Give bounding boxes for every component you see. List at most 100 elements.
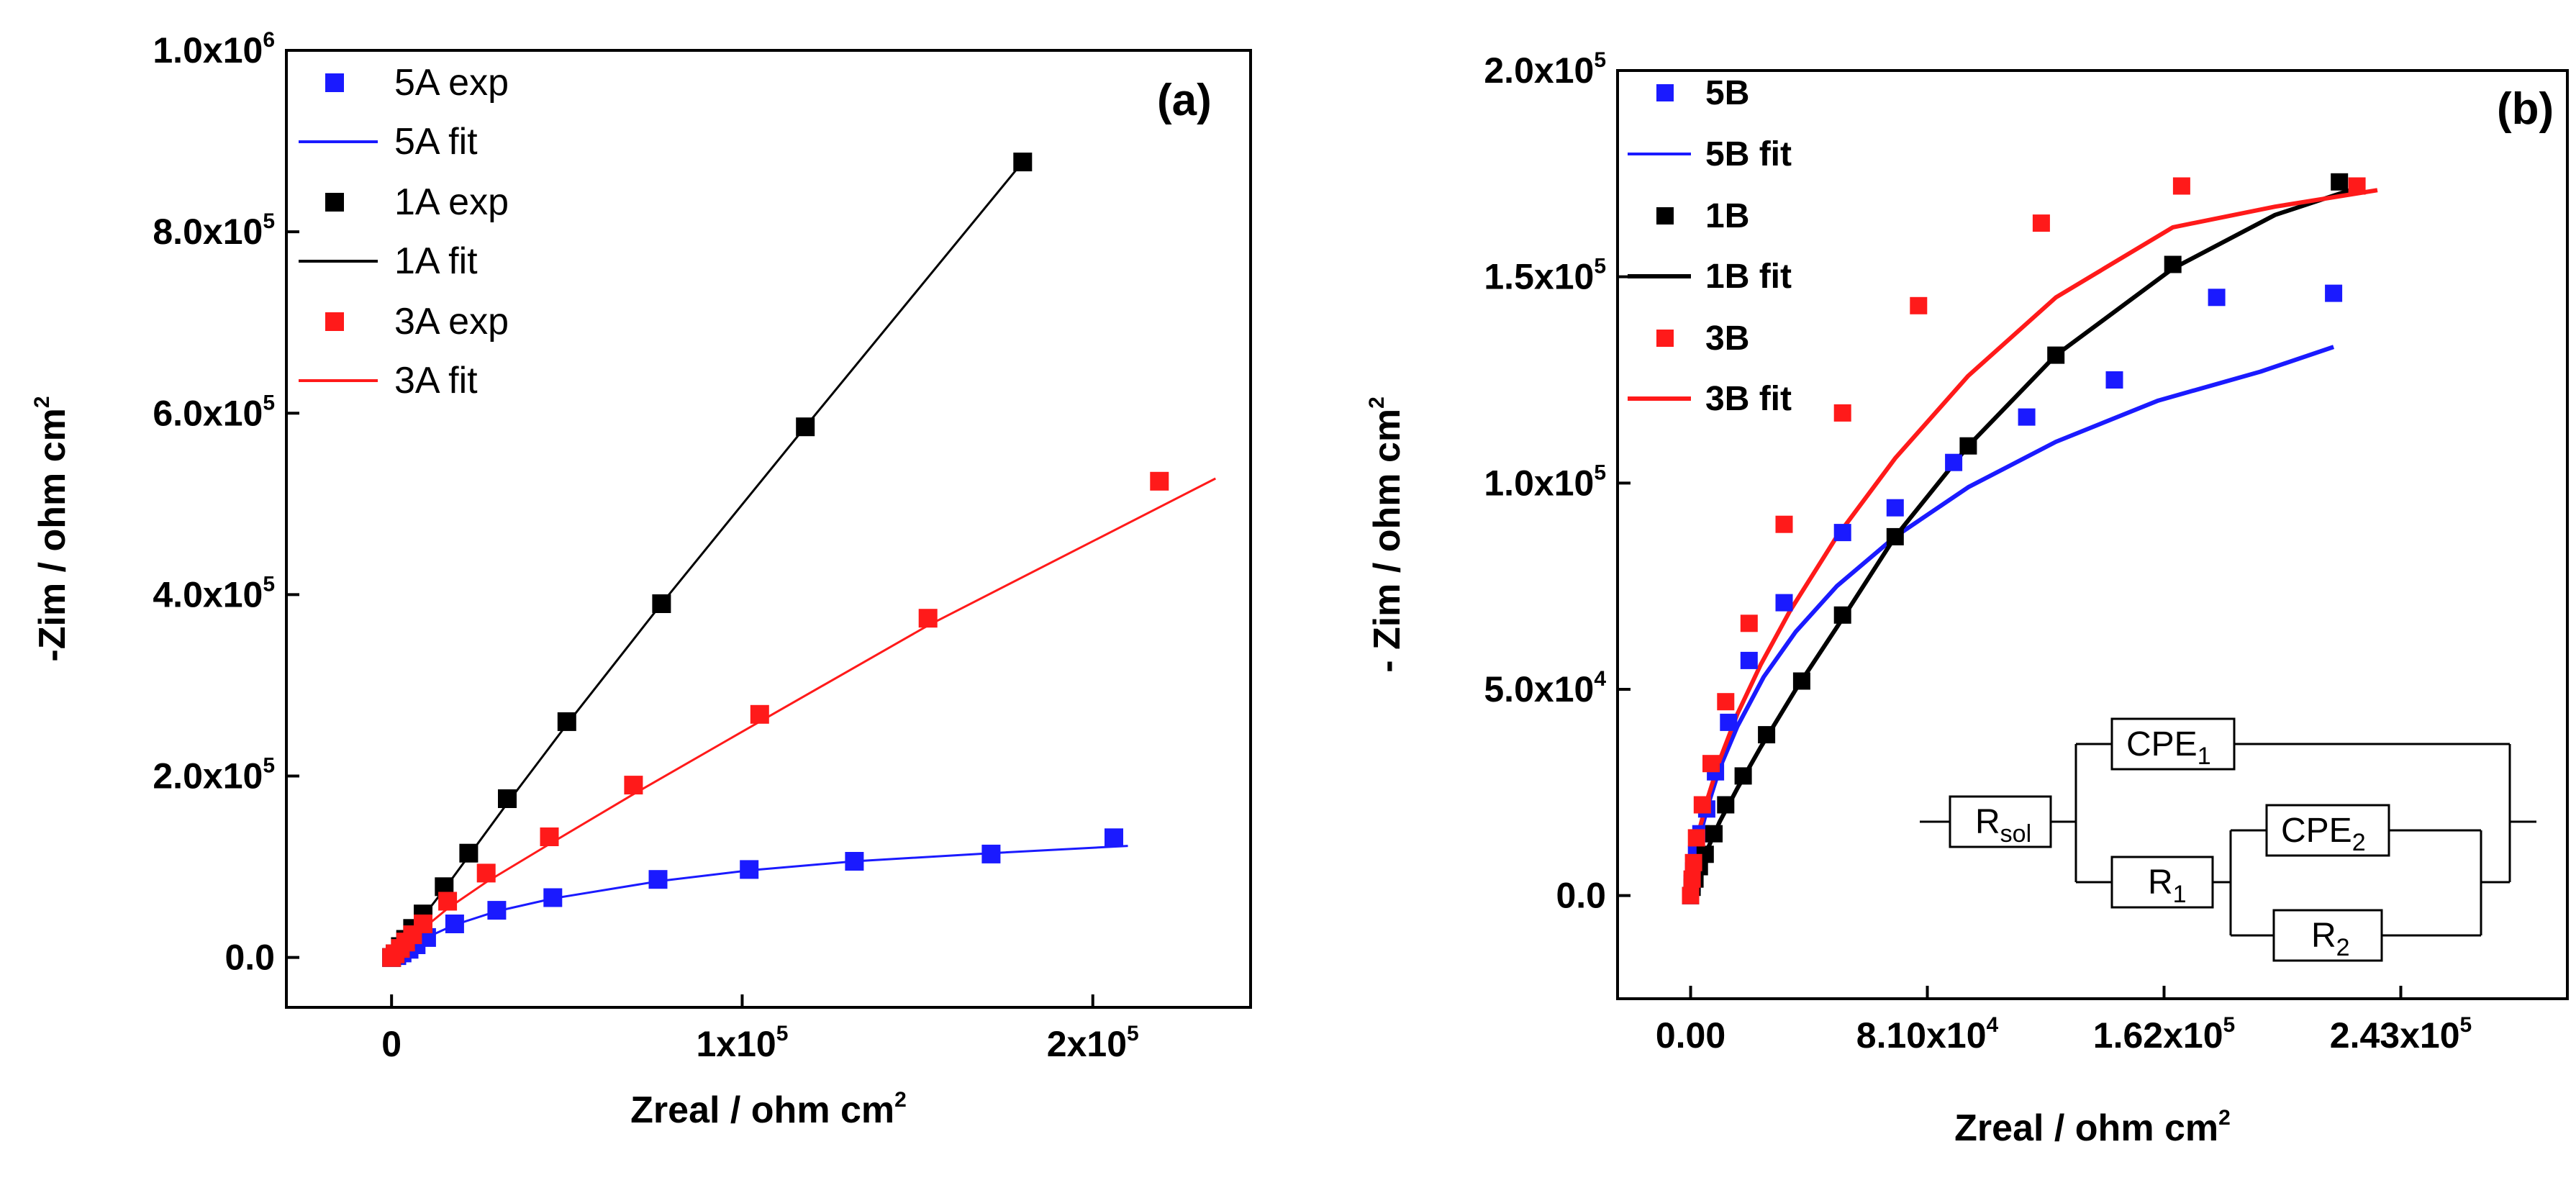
data-point-1b [1959, 437, 1977, 455]
data-point-3b [1684, 853, 1702, 871]
panel-b-legend: 5B 5B fit 1B 1B fit 3B 3B fit [1628, 74, 1792, 418]
x-tick-label-0: 0 [381, 1024, 402, 1064]
data-point-1b [1886, 527, 1904, 545]
x-tick-label-0-00: 0.00 [1656, 1015, 1725, 1056]
x-tick-label-8-10x104: 8.10x104 [1856, 1013, 1999, 1056]
panel-a-label: (a) [1157, 76, 1212, 125]
legend-marker-1a-exp [325, 193, 344, 212]
data-point-5b [2208, 289, 2226, 307]
data-point-3b [1693, 796, 1711, 814]
data-point-1a [557, 712, 576, 731]
data-point-5a [1105, 828, 1123, 848]
data-point-3b [2032, 214, 2050, 232]
panel-a-plot-frame [285, 49, 1252, 1009]
y-tick-label-4-0x105: 4.0x105 [153, 572, 275, 614]
y-tick-label-8-0x105: 8.0x105 [153, 209, 275, 252]
data-point-5b [2105, 371, 2123, 389]
data-point-1b [1705, 825, 1723, 843]
legend-marker-1b [1656, 207, 1674, 224]
data-point-3b [2348, 177, 2366, 195]
fit-line-1a [391, 161, 1024, 958]
circuit-label-cpe2: CPE2 [2281, 812, 2366, 856]
panel-a-y-axis-title: -Zim / ohm cm2 [30, 396, 73, 661]
data-point-5a [981, 844, 1001, 863]
y-tick-label-2-0x105: 2.0x105 [1484, 48, 1606, 91]
legend-label-5a-exp: 5A exp [394, 62, 509, 104]
data-point-5a [445, 915, 464, 933]
panel-b-x-axis-title: Zreal / ohm cm2 [1954, 1106, 2231, 1149]
panel-b-label: (b) [2497, 84, 2554, 134]
data-point-3a [414, 915, 432, 933]
data-point-1b [2164, 255, 2182, 273]
y-tick-label-6-0x105: 6.0x105 [153, 391, 275, 433]
circuit-label-cpe1: CPE1 [2126, 725, 2211, 770]
panel-a-legend: 5A exp 5A fit 1A exp 1A fit 3A exp 3A fi… [299, 62, 509, 402]
data-point-3b [1682, 886, 1700, 904]
x-tick-label-1-62x105: 1.62x105 [2093, 1013, 2235, 1056]
x-tick-label-1x105: 1x105 [696, 1022, 788, 1064]
equivalent-circuit [1920, 717, 2536, 962]
fit-line-5b [1688, 345, 2335, 897]
y-tick-label-1-5x105: 1.5x105 [1484, 255, 1606, 297]
legend-label-1b-fit: 1B fit [1705, 258, 1792, 296]
legend-label-3b: 3B [1705, 319, 1749, 358]
circuit-label-r1: R1 [2148, 863, 2187, 908]
data-point-5b [1833, 524, 1851, 542]
data-point-3b [1833, 404, 1851, 422]
data-point-3b [1683, 870, 1701, 888]
fit-line-3b [1688, 188, 2378, 896]
data-point-3b [1717, 693, 1735, 711]
legend-marker-5a-exp [325, 73, 344, 92]
panel-a-chart: 0.0 2.0x105 4.0x105 6.0x105 8.0x105 1.0x106 0… [30, 28, 1252, 1131]
data-point-1b [1792, 672, 1810, 690]
data-point-5b [1720, 713, 1738, 731]
legend-marker-3b [1656, 330, 1674, 347]
data-point-3a [540, 827, 559, 846]
data-point-3a [438, 892, 458, 911]
data-point-5b [2018, 408, 2036, 426]
legend-label-1a-fit: 1A fit [394, 240, 478, 282]
data-point-3b [2172, 177, 2190, 195]
y-tick-label-1-0x106: 1.0x106 [153, 28, 275, 71]
data-point-3a [918, 609, 938, 628]
legend-label-3a-fit: 3A fit [394, 360, 478, 402]
data-point-1b [2331, 173, 2349, 191]
data-point-3a [1150, 471, 1169, 491]
data-point-1b [2047, 346, 2065, 364]
y-tick-label-5-0x104: 5.0x104 [1484, 667, 1606, 709]
data-point-5b [1945, 453, 1963, 471]
data-point-3a [476, 863, 496, 883]
data-point-3b [1775, 515, 1793, 533]
data-point-3a [750, 704, 769, 724]
data-point-5b [1775, 594, 1793, 612]
y-tick-label-1-0x105: 1.0x105 [1484, 461, 1606, 503]
legend-label-3a-exp: 3A exp [394, 301, 509, 343]
legend-label-1a-exp: 1A exp [394, 181, 509, 223]
data-point-1b [1717, 796, 1735, 814]
panel-a-x-axis-title: Zreal / ohm cm2 [630, 1088, 907, 1131]
data-point-5a [543, 888, 563, 907]
data-point-5b [1740, 651, 1758, 669]
x-tick-label-2-43x105: 2.43x105 [2330, 1013, 2472, 1056]
panel-b-y-axis-title: - Zim / ohm cm2 [1365, 396, 1408, 673]
data-point-5a [845, 852, 864, 871]
legend-label-5b-fit: 5B fit [1705, 135, 1792, 173]
data-point-1a [796, 417, 815, 437]
y-tick-label-2-0x105: 2.0x105 [153, 754, 275, 797]
data-point-1b [1758, 726, 1776, 744]
data-point-5b [1886, 499, 1904, 517]
data-point-3b [1687, 829, 1705, 847]
circuit-labels: Rsol CPE1 R1 CPE2 R2 [1975, 725, 2366, 961]
data-point-5a [487, 901, 507, 920]
circuit-label-rsol: Rsol [1975, 803, 2031, 848]
legend-label-5b: 5B [1705, 74, 1749, 112]
data-point-3b [1702, 755, 1720, 773]
data-point-1a [459, 843, 479, 863]
data-point-1a [498, 789, 517, 808]
data-point-1b [1833, 606, 1851, 624]
legend-label-5a-fit: 5A fit [394, 121, 478, 163]
legend-label-1b: 1B [1705, 197, 1749, 235]
y-tick-label-0-0: 0.0 [225, 938, 275, 978]
data-point-1b [1734, 767, 1752, 785]
legend-marker-5b [1656, 84, 1674, 101]
